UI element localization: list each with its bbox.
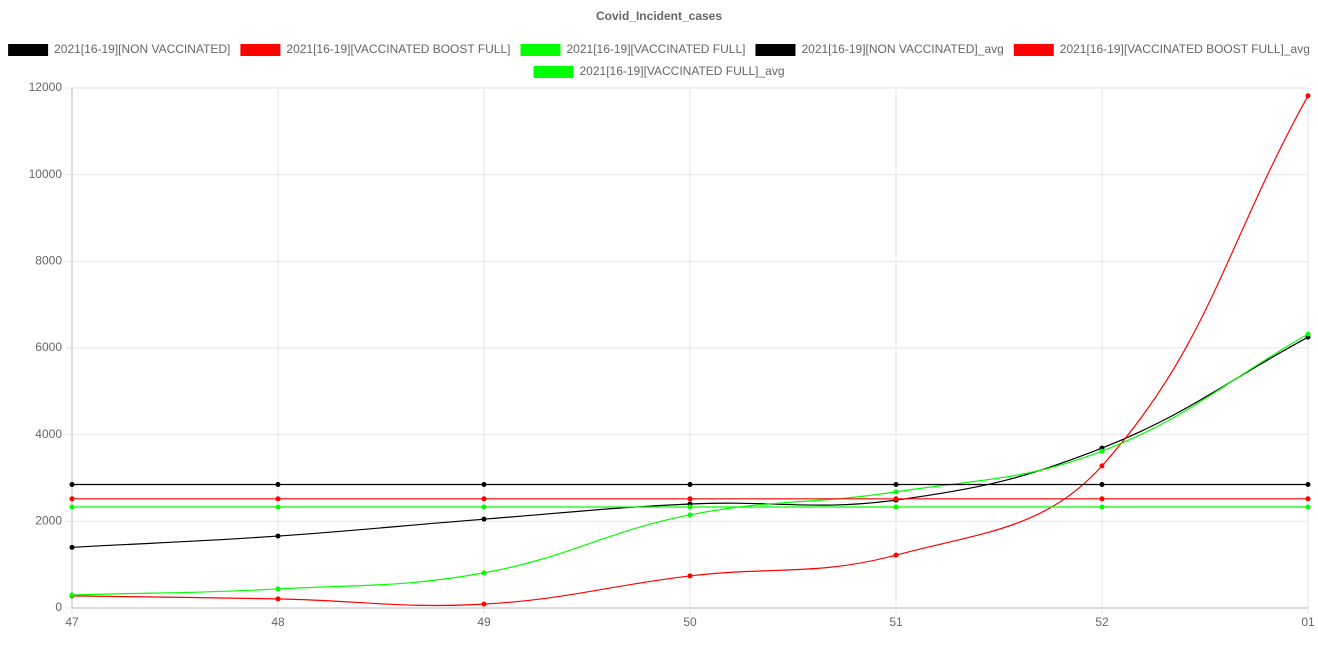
point [687, 512, 693, 518]
legend-swatch [533, 66, 574, 78]
x-tick-label: 51 [889, 615, 903, 629]
point [69, 544, 75, 550]
legend-label: 2021[16-19][VACCINATED BOOST FULL] [286, 42, 510, 56]
legend-label: 2021[16-19][NON VACCINATED] [54, 42, 230, 56]
legend-item: 2021[16-19][VACCINATED BOOST FULL] [240, 42, 511, 56]
y-tick-label: 4000 [35, 427, 62, 441]
point [481, 570, 487, 576]
y-tick-label: 10000 [29, 167, 63, 181]
line [71, 95, 1309, 607]
y-tick-label: 0 [55, 600, 62, 614]
x-tick-label: 48 [271, 615, 285, 629]
point [275, 496, 281, 502]
point [275, 533, 281, 539]
point [687, 482, 693, 487]
point [893, 489, 899, 495]
point [893, 482, 899, 487]
legend-item: 2021[16-19][NON VACCINATED] [8, 42, 230, 56]
x-tick-label: 47 [65, 615, 79, 629]
point [69, 504, 75, 510]
point [275, 596, 281, 602]
legend-item: 2021[16-19][VACCINATED FULL] [520, 42, 746, 56]
y-tick-label: 8000 [35, 254, 62, 268]
legend-swatch [755, 44, 796, 56]
point [687, 573, 693, 579]
point [481, 482, 487, 487]
point [1305, 93, 1311, 99]
point [1305, 504, 1311, 510]
point [69, 482, 75, 487]
point [893, 496, 899, 502]
point [1099, 496, 1105, 502]
point [69, 496, 75, 502]
point [1099, 482, 1105, 487]
legend-swatch [1013, 44, 1054, 56]
y-tick-label: 2000 [35, 514, 62, 528]
point [481, 496, 487, 502]
point [481, 504, 487, 510]
point [893, 552, 899, 558]
x-tick-label: 49 [477, 615, 491, 629]
point [275, 586, 281, 592]
point [687, 504, 693, 510]
point [1305, 482, 1311, 487]
point [1305, 496, 1311, 502]
legend-item: 2021[16-19][VACCINATED FULL]_avg [533, 64, 785, 78]
legend-item: 2021[16-19][VACCINATED BOOST FULL]_avg [1013, 42, 1310, 56]
legend-item: 2021[16-19][NON VACCINATED]_avg [755, 42, 1004, 56]
point [1099, 504, 1105, 510]
point [481, 516, 487, 522]
x-tick-label: 01 [1301, 615, 1315, 629]
legend-swatch [520, 44, 561, 56]
y-tick-label: 6000 [35, 340, 62, 354]
legend-swatch [240, 44, 281, 56]
legend-label: 2021[16-19][VACCINATED FULL] [567, 42, 746, 56]
y-tick-label: 12000 [29, 80, 63, 94]
x-tick-label: 52 [1095, 615, 1109, 629]
point [1099, 463, 1105, 469]
legend-label: 2021[16-19][VACCINATED BOOST FULL]_avg [1060, 42, 1310, 56]
x-tick-label: 50 [683, 615, 697, 629]
point [275, 482, 281, 487]
point [687, 496, 693, 502]
point [275, 504, 281, 510]
legend-swatch [8, 44, 49, 56]
point [1305, 331, 1311, 337]
point [893, 504, 899, 510]
legend-label: 2021[16-19][NON VACCINATED]_avg [801, 42, 1003, 56]
point [69, 592, 75, 598]
chart-title: Covid_Incident_cases [596, 9, 722, 23]
point [481, 601, 487, 607]
point [1099, 448, 1105, 454]
legend-label: 2021[16-19][VACCINATED FULL]_avg [580, 64, 785, 78]
